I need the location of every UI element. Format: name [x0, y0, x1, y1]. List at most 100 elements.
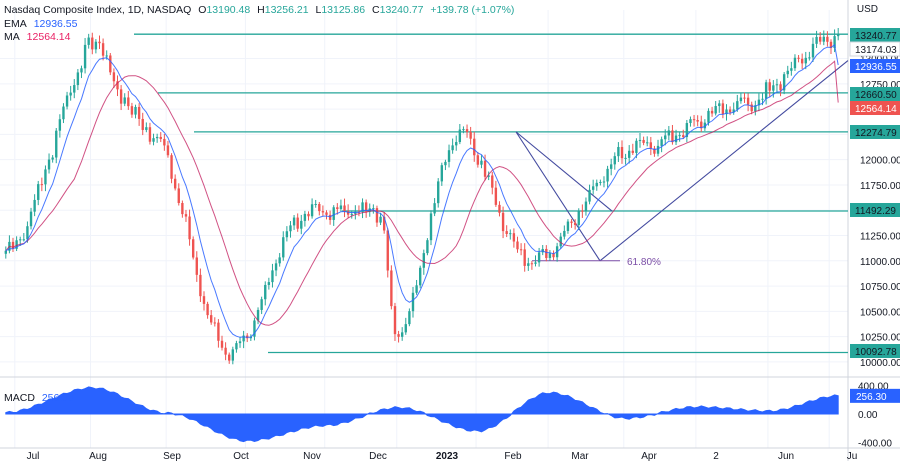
- candle-body: [98, 41, 101, 44]
- time-tick-label: Feb: [504, 451, 522, 461]
- candle-body: [750, 104, 753, 112]
- candle-body: [563, 230, 566, 237]
- candle-body: [606, 168, 609, 182]
- chart-header: Nasdaq Composite Index, 1D, NASDAQ O1319…: [4, 4, 518, 16]
- candle-body: [73, 85, 76, 93]
- candle-body: [682, 135, 685, 138]
- ema-line: [5, 44, 839, 338]
- candle-body: [660, 139, 663, 146]
- candle-body: [40, 184, 44, 186]
- macd-legend[interactable]: MACD 256.30: [4, 392, 78, 404]
- candle-body: [804, 57, 807, 64]
- candle-body: [602, 181, 606, 183]
- candle-body: [372, 208, 375, 210]
- candle-body: [83, 44, 87, 69]
- candle-body: [375, 208, 379, 223]
- time-tick-label: Dec: [369, 451, 387, 461]
- candle-body: [69, 92, 72, 96]
- candle-body: [523, 249, 526, 266]
- time-tick-label: Oct: [233, 451, 249, 461]
- time-tick-label: Aug: [89, 451, 107, 461]
- candle-body: [195, 257, 198, 275]
- price-tag-box: [850, 125, 900, 139]
- candle-body: [274, 263, 278, 271]
- price-tag-label: 12660.50: [855, 90, 897, 101]
- candle-body: [177, 188, 180, 203]
- candle-body: [736, 101, 739, 110]
- candle-body: [33, 199, 36, 212]
- price-tick-label: 11000.00: [860, 257, 900, 268]
- candle-body: [837, 34, 840, 37]
- candle-body: [437, 181, 440, 204]
- candle-body: [671, 130, 674, 143]
- candle-body: [19, 239, 22, 241]
- price-tick-label: 11250.00: [860, 232, 900, 243]
- candle-body: [732, 109, 735, 113]
- macd-tick-label: 400.00: [858, 382, 889, 393]
- candle-body: [87, 37, 90, 45]
- candle-body: [231, 349, 235, 361]
- candle-body: [728, 109, 732, 113]
- candle-body: [429, 213, 433, 241]
- candle-body: [199, 274, 202, 297]
- ema-legend[interactable]: EMA 12936.55: [4, 18, 81, 30]
- candle-body: [808, 57, 811, 59]
- candle-body: [465, 129, 469, 132]
- candle-body: [264, 284, 267, 300]
- candle-body: [415, 285, 418, 293]
- price-tick-label: 10000.00: [860, 358, 900, 369]
- candle-body: [256, 309, 260, 321]
- candle-body: [631, 150, 634, 153]
- price-tick-label: 11750.00: [860, 181, 900, 192]
- candle-body: [271, 270, 274, 283]
- candle-body: [76, 72, 80, 86]
- candle-body: [310, 204, 314, 217]
- open-label: O: [198, 4, 207, 16]
- candle-body: [646, 142, 649, 144]
- candle-body: [754, 105, 757, 112]
- candle-body: [127, 97, 130, 107]
- price-tag-box: [850, 101, 900, 115]
- candle-body: [700, 121, 703, 129]
- trendlines: 61.80%: [515, 60, 849, 268]
- candle-body: [559, 236, 562, 247]
- candle-body: [155, 136, 159, 139]
- candle-body: [159, 136, 162, 139]
- candle-body: [65, 95, 69, 107]
- price-tag-label: 11492.29: [855, 206, 896, 217]
- price-tag-box: [850, 87, 900, 101]
- close-value: 13240.77: [379, 4, 424, 16]
- candle-body: [289, 225, 292, 232]
- candle-body: [462, 129, 465, 131]
- candle-body: [390, 270, 393, 307]
- candle-body: [332, 207, 335, 220]
- candle-body: [588, 189, 591, 202]
- candle-body: [653, 148, 656, 154]
- candle-body: [516, 241, 519, 250]
- candle-body: [613, 156, 616, 165]
- candle-body: [764, 82, 768, 99]
- candle-body: [343, 205, 346, 212]
- candle-body: [22, 239, 26, 241]
- candle-body: [94, 41, 98, 50]
- candle-body: [829, 41, 833, 49]
- candle-body: [109, 55, 112, 73]
- candle-body: [534, 262, 537, 264]
- ma-legend[interactable]: MA 12564.14: [4, 31, 74, 43]
- candle-body: [638, 139, 642, 141]
- candle-body: [620, 146, 624, 159]
- price-tick-label: 10500.00: [860, 307, 900, 318]
- candle-body: [689, 119, 692, 124]
- fib-leg-line: [515, 131, 601, 262]
- candle-body: [15, 240, 18, 249]
- candle-body: [184, 214, 188, 217]
- candle-body: [339, 205, 343, 210]
- candle-body: [426, 240, 429, 254]
- candle-body: [451, 145, 454, 151]
- candle-body: [725, 109, 728, 115]
- candle-body: [267, 282, 271, 285]
- candle-body: [577, 210, 580, 225]
- candle-body: [386, 230, 389, 271]
- price-tag-label: 12564.14: [855, 104, 897, 115]
